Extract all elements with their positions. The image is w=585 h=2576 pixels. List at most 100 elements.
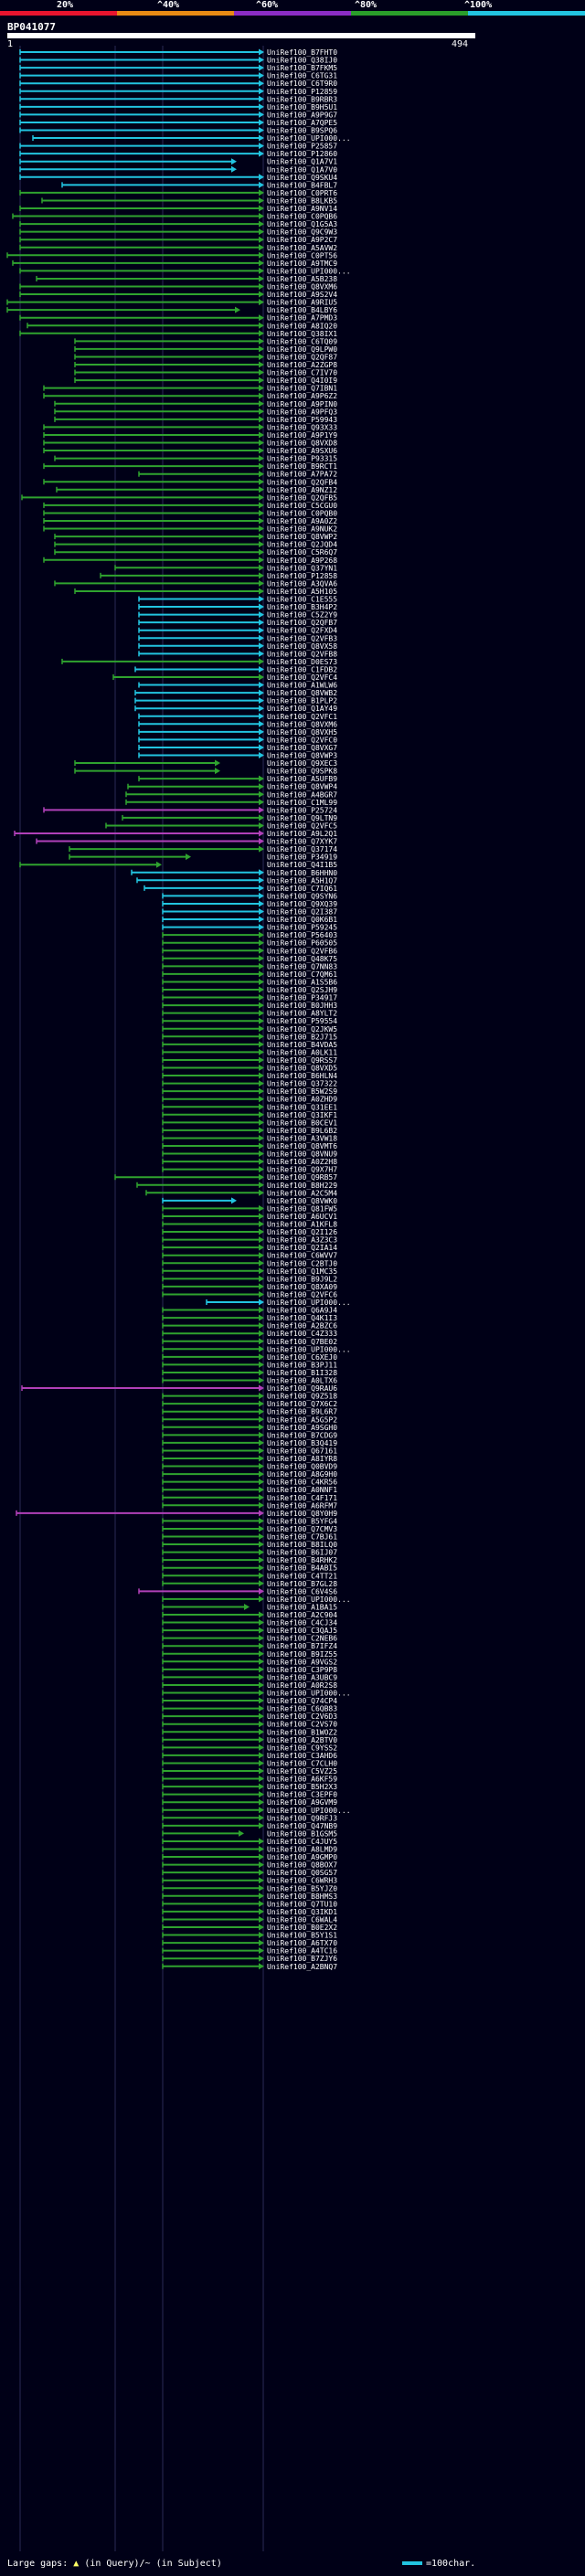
- hit-171[interactable]: UniRef100_Q9RAU6: [21, 1384, 337, 1393]
- hit-103[interactable]: UniRef100_P34919: [69, 853, 337, 862]
- hit-153[interactable]: UniRef100_Q2IA14: [162, 1244, 337, 1252]
- hit-127[interactable]: UniRef100_B4VDA5: [162, 1041, 337, 1049]
- hit-206[interactable]: UniRef100_A9VGS2: [162, 1658, 337, 1666]
- hit-39[interactable]: UniRef100_Q2QF87: [74, 353, 337, 361]
- hit-102[interactable]: UniRef100_Q37174: [69, 845, 337, 853]
- hit-123[interactable]: UniRef100_A8YLT2: [162, 1010, 337, 1018]
- hit-183[interactable]: UniRef100_C4KR56: [162, 1479, 337, 1487]
- hit-13[interactable]: UniRef100_P12860: [19, 150, 337, 158]
- hit-156[interactable]: UniRef100_Q1MC35: [162, 1267, 337, 1276]
- hit-163[interactable]: UniRef100_A2BZC6: [162, 1322, 337, 1330]
- hit-76[interactable]: UniRef100_Q8VX58: [138, 642, 337, 651]
- hit-121[interactable]: UniRef100_P34917: [162, 994, 337, 1002]
- hit-189[interactable]: UniRef100_Q7CMV3: [162, 1525, 337, 1533]
- hit-65[interactable]: UniRef100_A9P268: [43, 557, 337, 565]
- hit-57[interactable]: UniRef100_Q2QFB5: [21, 493, 337, 502]
- hit-69[interactable]: UniRef100_A5H105: [74, 588, 337, 596]
- hit-23[interactable]: UniRef100_Q9C9W3: [19, 228, 337, 237]
- hit-194[interactable]: UniRef100_B4ABI5: [162, 1564, 337, 1573]
- hit-197[interactable]: UniRef100_C6V4S6: [138, 1587, 337, 1595]
- hit-157[interactable]: UniRef100_B9J9L2: [162, 1275, 337, 1283]
- hit-25[interactable]: UniRef100_A5AVW2: [19, 244, 337, 252]
- hit-45[interactable]: UniRef100_A9PIN0: [54, 400, 337, 408]
- hit-94[interactable]: UniRef100_Q8VWP4: [127, 783, 337, 791]
- hit-180[interactable]: UniRef100_A8IYR8: [162, 1455, 337, 1463]
- hit-41[interactable]: UniRef100_C7IV70: [74, 369, 337, 377]
- hit-16[interactable]: UniRef100_Q9SKU4: [19, 174, 337, 182]
- hit-193[interactable]: UniRef100_B4RHK2: [162, 1556, 337, 1564]
- hit-198[interactable]: UniRef100_UPI000...: [162, 1595, 351, 1604]
- hit-226[interactable]: UniRef100_Q9RFJ3: [162, 1814, 337, 1822]
- hit-97[interactable]: UniRef100_P25724: [43, 806, 337, 814]
- hit-125[interactable]: UniRef100_Q2JKW5: [162, 1025, 337, 1034]
- hit-162[interactable]: UniRef100_Q4K1I3: [162, 1314, 337, 1322]
- hit-164[interactable]: UniRef100_C4Z333: [162, 1330, 337, 1338]
- hit-4[interactable]: UniRef100_C6T9R0: [19, 80, 337, 88]
- hit-166[interactable]: UniRef100_UPI000...: [162, 1345, 351, 1353]
- hit-33[interactable]: UniRef100_B4LBY6: [6, 306, 337, 314]
- hit-200[interactable]: UniRef100_A2C904: [162, 1611, 337, 1619]
- hit-35[interactable]: UniRef100_A8IQ20: [27, 322, 337, 330]
- hit-220[interactable]: UniRef100_C5VZ25: [162, 1767, 337, 1776]
- hit-1[interactable]: UniRef100_Q38IJ0: [19, 57, 337, 65]
- hit-137[interactable]: UniRef100_B0CEV1: [162, 1118, 337, 1127]
- hit-218[interactable]: UniRef100_C3AHD6: [162, 1752, 337, 1760]
- hit-168[interactable]: UniRef100_B3PJ11: [162, 1361, 337, 1369]
- hit-195[interactable]: UniRef100_C4TT21: [162, 1572, 337, 1580]
- hit-244[interactable]: UniRef100_B7ZJY6: [162, 1955, 337, 1963]
- hit-73[interactable]: UniRef100_Q2QFB7: [138, 619, 337, 627]
- hit-100[interactable]: UniRef100_A9L2Q1: [14, 830, 337, 838]
- hit-149[interactable]: UniRef100_A6UCV1: [162, 1213, 337, 1221]
- hit-17[interactable]: UniRef100_B4FBL7: [61, 181, 337, 189]
- hit-217[interactable]: UniRef100_C9YSS2: [162, 1744, 337, 1752]
- hit-225[interactable]: UniRef100_UPI000...: [162, 1807, 351, 1815]
- hit-86[interactable]: UniRef100_Q8VXM6: [138, 720, 337, 728]
- hit-88[interactable]: UniRef100_Q2VFC0: [138, 736, 337, 744]
- hit-63[interactable]: UniRef100_Q2JQD4: [54, 541, 337, 549]
- hit-32[interactable]: UniRef100_A9RIU5: [6, 299, 337, 307]
- hit-186[interactable]: UniRef100_A6RFM7: [162, 1501, 337, 1510]
- hit-182[interactable]: UniRef100_A8G9H0: [162, 1470, 337, 1479]
- hit-203[interactable]: UniRef100_C2NEB6: [162, 1635, 337, 1643]
- hit-28[interactable]: UniRef100_UPI000...: [19, 267, 351, 275]
- hit-9[interactable]: UniRef100_A7QPE5: [19, 119, 337, 127]
- hit-192[interactable]: UniRef100_B6IJ07: [162, 1549, 337, 1557]
- hit-128[interactable]: UniRef100_A0LK11: [162, 1048, 337, 1056]
- hit-158[interactable]: UniRef100_Q8XA09: [162, 1283, 337, 1291]
- hit-231[interactable]: UniRef100_A9GMP0: [162, 1853, 337, 1861]
- hit-233[interactable]: UniRef100_Q0SG57: [162, 1869, 337, 1877]
- hit-37[interactable]: UniRef100_C6TQ09: [74, 337, 337, 345]
- hit-141[interactable]: UniRef100_Q8VNU9: [162, 1150, 337, 1159]
- hit-140[interactable]: UniRef100_Q8VMT6: [162, 1142, 337, 1150]
- hit-46[interactable]: UniRef100_A9PFQ3: [54, 408, 337, 416]
- hit-214[interactable]: UniRef100_C2VS70: [162, 1721, 337, 1729]
- hit-188[interactable]: UniRef100_B5YFG4: [162, 1517, 337, 1525]
- hit-81[interactable]: UniRef100_A1WLW6: [138, 682, 337, 690]
- hit-240[interactable]: UniRef100_B0E2X2: [162, 1924, 337, 1932]
- hit-235[interactable]: UniRef100_B5YJZ0: [162, 1884, 337, 1892]
- hit-243[interactable]: UniRef100_A4TC16: [162, 1947, 337, 1956]
- hit-112[interactable]: UniRef100_P59245: [162, 924, 337, 932]
- hit-71[interactable]: UniRef100_B3H4P2: [138, 603, 337, 611]
- hit-172[interactable]: UniRef100_Q9Z518: [162, 1393, 337, 1401]
- hit-75[interactable]: UniRef100_Q2VFB3: [138, 634, 337, 642]
- hit-106[interactable]: UniRef100_A5H1Q7: [136, 876, 337, 885]
- hit-148[interactable]: UniRef100_Q81FW5: [162, 1204, 337, 1213]
- hit-90[interactable]: UniRef100_Q8VWP3: [138, 752, 337, 760]
- hit-52[interactable]: UniRef100_P93315: [54, 455, 337, 463]
- hit-132[interactable]: UniRef100_Q37322: [162, 1080, 337, 1088]
- hit-154[interactable]: UniRef100_C6WVV7: [162, 1252, 337, 1260]
- hit-58[interactable]: UniRef100_C5CGU0: [43, 502, 337, 510]
- hit-74[interactable]: UniRef100_Q2FXD4: [138, 627, 337, 635]
- hit-113[interactable]: UniRef100_P56403: [162, 931, 337, 939]
- hit-196[interactable]: UniRef100_B7GL28: [162, 1580, 337, 1588]
- hit-179[interactable]: UniRef100_Q67161: [162, 1447, 337, 1455]
- hit-14[interactable]: UniRef100_Q1A7V1: [19, 158, 337, 166]
- hit-236[interactable]: UniRef100_B8HMS3: [162, 1892, 337, 1901]
- hit-155[interactable]: UniRef100_C2BTJ0: [162, 1259, 337, 1267]
- hit-216[interactable]: UniRef100_A2BTV0: [162, 1736, 337, 1744]
- hit-139[interactable]: UniRef100_A3VW18: [162, 1134, 337, 1142]
- hit-83[interactable]: UniRef100_B1PLP2: [134, 697, 337, 705]
- hit-219[interactable]: UniRef100_C7CLH0: [162, 1759, 337, 1767]
- hit-146[interactable]: UniRef100_A2C5M4: [145, 1189, 337, 1197]
